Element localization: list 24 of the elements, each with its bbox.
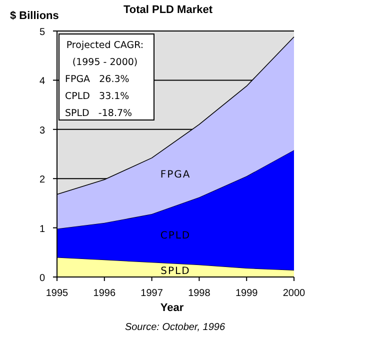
y-tick-label: 2 [39,174,46,186]
annotation: CPLD 33.1% [65,91,130,102]
series-label: SPLD [160,266,190,278]
annotation: FPGA 26.3% [65,74,130,85]
y-axis-title: $ Billions [10,10,59,22]
y-tick-label: 1 [39,224,46,235]
y-tick-label: 0 [39,273,46,284]
x-tick-label: 2000 [282,288,306,299]
annotation: Projected CAGR: [66,40,144,51]
x-tick-label: 1996 [93,288,116,299]
x-tick-label: 1995 [46,288,69,299]
x-axis-title: Year [160,302,184,314]
annotation: SPLD -18.7% [65,108,132,119]
x-tick-label: 1997 [140,288,164,299]
y-tick-label: 3 [39,125,46,136]
source-note: Source: October, 1996 [124,322,226,333]
annotation: (1995 - 2000) [72,57,138,68]
series-label: FPGA [160,169,191,180]
y-tick-label: 4 [39,76,46,88]
x-tick-label: 1999 [235,288,258,299]
series-label: CPLD [160,230,191,242]
chart-title: Total PLD Market [123,4,213,16]
y-tick-label: 5 [39,27,46,38]
x-tick-label: 1998 [188,288,211,299]
